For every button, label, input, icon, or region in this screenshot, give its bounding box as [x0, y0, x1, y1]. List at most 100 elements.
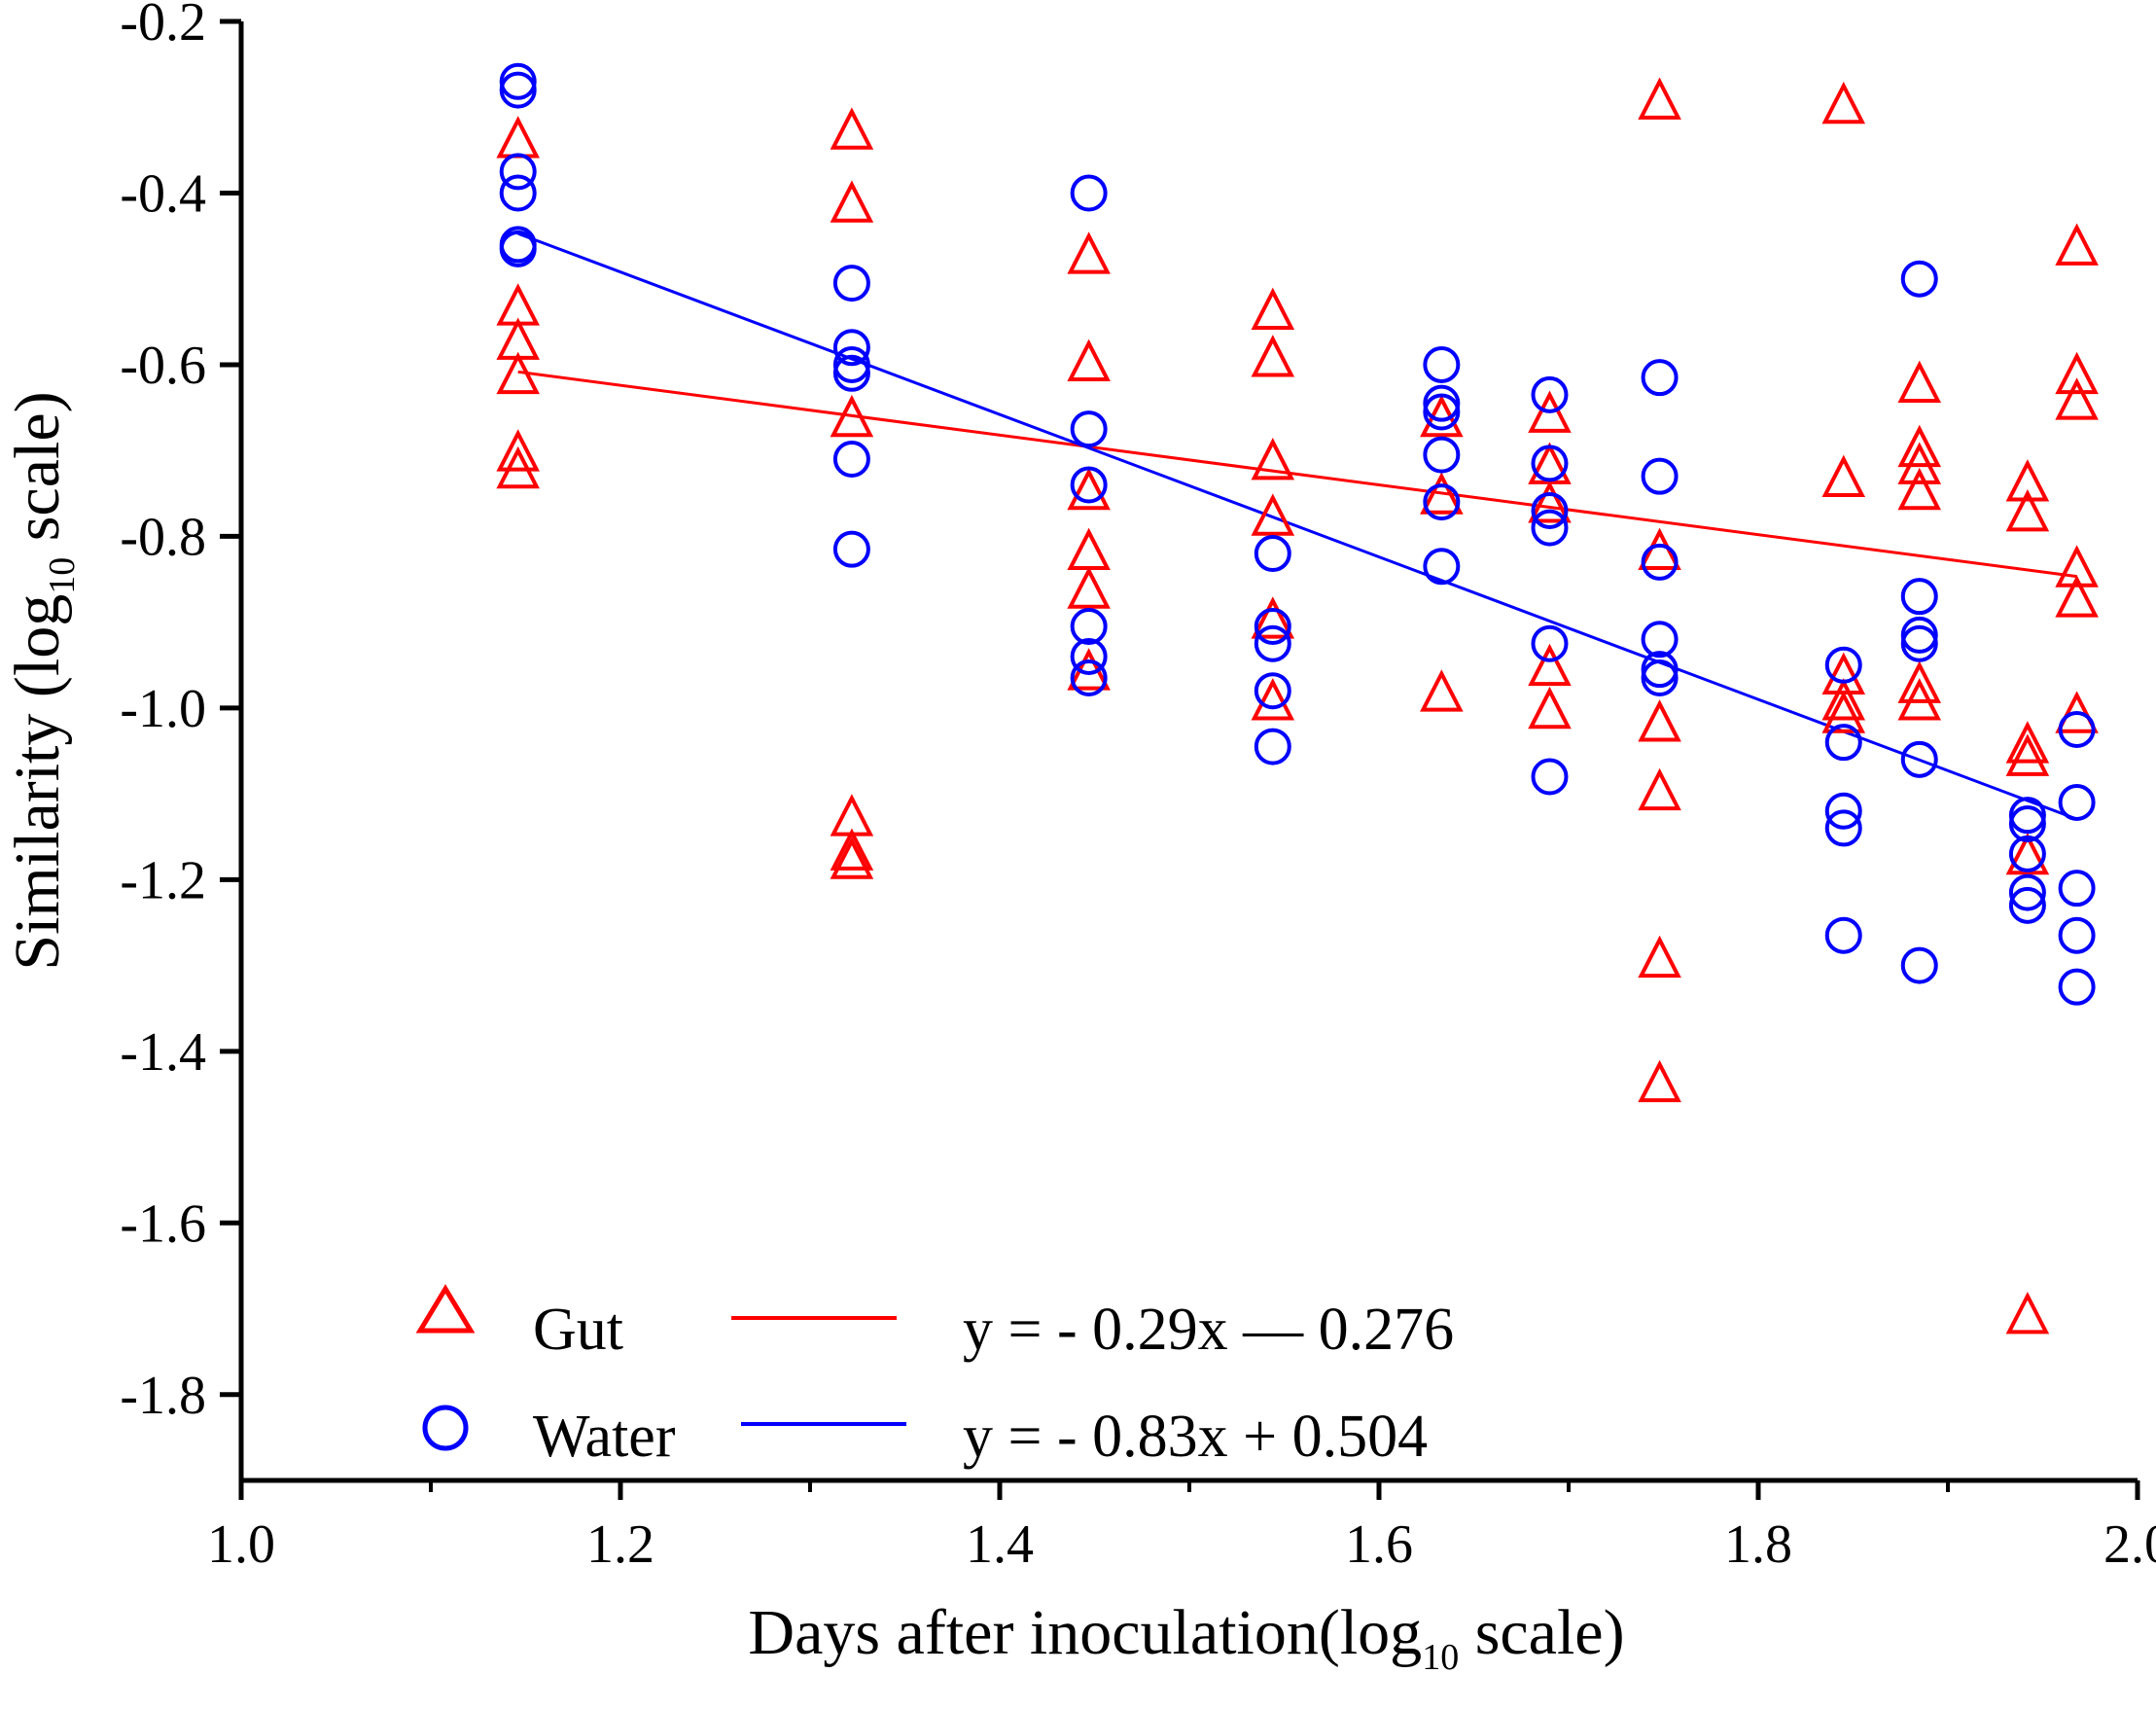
water-point: [1824, 792, 1862, 830]
gut-point: [830, 837, 874, 879]
gut-point: [1638, 77, 1681, 120]
water-point: [1070, 608, 1108, 646]
water-point: [832, 530, 870, 568]
water-point: [1641, 621, 1679, 659]
gut-point: [1638, 767, 1681, 811]
gut-point: [1638, 699, 1681, 742]
gut-point: [1251, 335, 1295, 377]
gut-point: [1251, 596, 1295, 639]
water-point: [1900, 260, 1938, 298]
legend-gut-marker: [415, 1284, 476, 1334]
gut-point: [1897, 467, 1942, 511]
gut-point: [1528, 643, 1572, 687]
y-tick-label: -0.2: [120, 0, 206, 53]
gut-point: [1067, 566, 1111, 609]
water-point: [1254, 535, 1291, 573]
water-point: [1254, 624, 1291, 662]
gut-point: [2005, 459, 2050, 502]
legend-gut-label: Gut: [533, 1297, 623, 1363]
water-point: [1824, 809, 1862, 847]
water-point: [2008, 835, 2046, 872]
gut-point: [2055, 691, 2099, 733]
water-point: [1254, 728, 1291, 765]
x-axis-title: Days after inoculation(log10 scale): [748, 1597, 1624, 1678]
water-point: [2008, 873, 2046, 911]
gut-point: [1528, 481, 1572, 523]
water-point: [1900, 946, 1938, 984]
gut-point: [1067, 338, 1111, 381]
gut-point: [2005, 832, 2050, 875]
water-point: [2058, 916, 2096, 954]
y-tick-label: -0.4: [120, 163, 206, 224]
y-tick-label: -1.2: [120, 850, 206, 910]
gut-point: [2055, 545, 2099, 587]
gut-point: [1251, 678, 1295, 721]
water-point: [1641, 659, 1679, 696]
y-tick-label: -1.8: [120, 1366, 206, 1426]
gut-point: [1067, 467, 1111, 511]
water-point: [2008, 886, 2046, 924]
x-tick-label: 1.6: [1345, 1514, 1413, 1575]
water-point: [2008, 797, 2046, 835]
water-series: [499, 62, 2096, 1006]
gut-point: [1897, 424, 1942, 468]
y-tick-label: -1.4: [120, 1022, 206, 1083]
water-point: [1824, 646, 1862, 684]
gut-point: [2005, 721, 2050, 764]
water-point: [499, 62, 537, 100]
fit-lines: [517, 231, 2078, 821]
water-point: [1423, 436, 1461, 474]
gut-point: [1251, 438, 1295, 481]
water-point: [832, 345, 870, 383]
gut-point: [496, 445, 540, 489]
water-point: [499, 71, 537, 109]
water-point: [1423, 393, 1461, 431]
x-tick-label: 1.8: [1724, 1514, 1792, 1575]
x-tick-label: 1.4: [966, 1514, 1034, 1575]
gut-point: [1821, 691, 1866, 733]
water-point: [1423, 548, 1461, 586]
water-point: [1423, 483, 1461, 521]
gut-point: [496, 351, 540, 395]
x-tick-label: 2.0: [2103, 1514, 2156, 1575]
data-points: [496, 62, 2099, 1335]
water-point: [1641, 651, 1679, 689]
y-axis-title: Similarity (log10 scale): [2, 391, 83, 970]
y-ticks: -0.2 -0.4 -0.6 -0.8 -1.0 -1.2 -1.4 -1.6 -1.8: [120, 0, 241, 1426]
water-point: [1900, 578, 1938, 616]
gut-point: [1897, 442, 1942, 484]
gut-fit-line: [517, 370, 2077, 579]
legend-water-label: Water: [533, 1404, 676, 1470]
gut-point: [830, 180, 874, 223]
water-point: [1824, 916, 1862, 954]
water-point: [832, 441, 870, 478]
gut-point: [1638, 1059, 1681, 1103]
water-point: [1824, 724, 1862, 762]
gut-point: [496, 429, 540, 472]
water-point: [499, 174, 537, 212]
gut-point: [1638, 935, 1681, 979]
water-point: [1641, 457, 1679, 495]
water-point: [1070, 466, 1108, 504]
gut-point: [2005, 1291, 2050, 1335]
water-point: [1070, 659, 1108, 696]
water-point: [1423, 384, 1461, 422]
water-point: [2058, 710, 2096, 748]
legend-gut-fit-equation: y = - 0.29x — 0.276: [963, 1297, 1454, 1363]
legend-water-marker: [422, 1405, 469, 1451]
legend: Gut y = - 0.29x — 0.276 Water y = - 0.83…: [415, 1284, 1454, 1470]
gut-point: [1897, 360, 1942, 403]
legend-water-fit-equation: y = - 0.83x + 0.504: [963, 1404, 1428, 1470]
water-point: [1254, 608, 1291, 646]
water-point: [1531, 445, 1569, 482]
water-point: [1531, 624, 1569, 662]
gut-point: [1420, 472, 1464, 515]
water-point: [499, 153, 537, 191]
gut-series: [496, 77, 2099, 1335]
water-point: [2058, 968, 2096, 1006]
water-point: [832, 354, 870, 392]
water-point: [1070, 410, 1108, 448]
gut-point: [830, 828, 874, 871]
